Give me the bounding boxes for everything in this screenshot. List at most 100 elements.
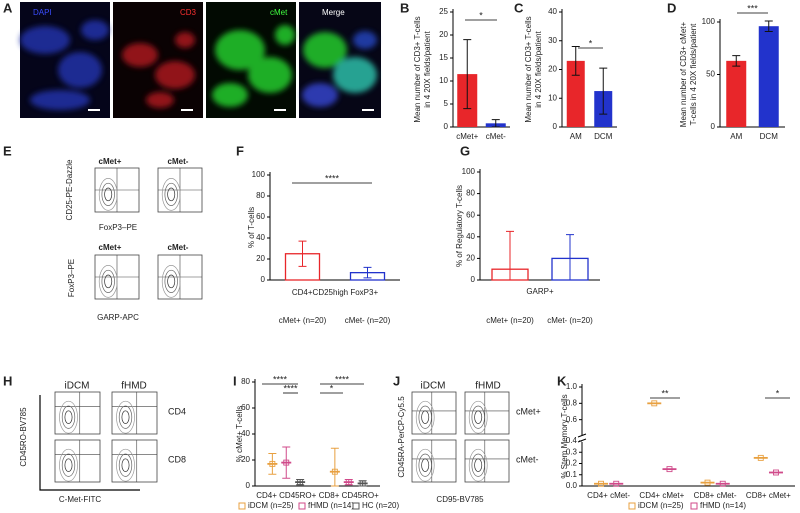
- error-bar: [764, 20, 773, 32]
- y-tick-label: 1.0: [566, 382, 578, 391]
- y-tick-label: 40: [241, 429, 250, 438]
- point-marker: [757, 454, 764, 461]
- density-contour: [161, 178, 181, 211]
- y-axis-label: % cMet+ T-cells: [235, 406, 244, 463]
- density-contour: [471, 453, 485, 477]
- panel-letter: H: [3, 373, 12, 388]
- y-tick-label: 80: [256, 191, 265, 200]
- y-tick-label: 20: [466, 254, 475, 263]
- y-tick-label: 40: [548, 7, 557, 16]
- axis-label: CD95-BV785: [436, 495, 484, 504]
- density-contour: [116, 400, 135, 434]
- legend-label: iDCM (n=25): [638, 501, 684, 510]
- error-bar: [330, 447, 339, 487]
- y-tick-label: 20: [439, 30, 448, 39]
- axis-label: FoxP3–PE: [99, 223, 137, 232]
- y-tick-label: 5: [444, 99, 449, 108]
- axis-label: FoxP3–PE: [67, 259, 76, 297]
- density-contour: [418, 405, 432, 429]
- x-tick-label: DCM: [760, 132, 779, 141]
- point-marker: [283, 459, 290, 466]
- density-contour: [121, 410, 130, 424]
- panel-letter: D: [667, 0, 676, 15]
- y-tick-label: 0.1: [566, 470, 578, 479]
- y-axis-label: in 4 20X fields/patient: [423, 30, 432, 107]
- y-tick-label: 100: [252, 170, 266, 179]
- y-tick-label: 60: [256, 212, 265, 221]
- density-contour: [101, 269, 115, 293]
- density-contour: [98, 265, 118, 298]
- x-tick-label: cMet+: [456, 132, 478, 141]
- axis-arrow: [39, 395, 140, 491]
- y-tick-label: 0.4: [566, 436, 578, 445]
- point-marker: [773, 469, 779, 476]
- channel-label: CD3: [180, 8, 197, 17]
- x-tick-label: CD8+ cMet+: [746, 491, 791, 500]
- micrograph-merge: [299, 2, 381, 118]
- y-tick-label: 0.2: [566, 459, 578, 468]
- x-tick-label: DCM: [594, 132, 613, 141]
- y-tick-label: 0: [246, 481, 251, 490]
- density-contour: [61, 405, 76, 429]
- channel-label: DAPI: [33, 8, 52, 17]
- error-bar: [571, 46, 580, 76]
- y-tick-label: 0: [261, 275, 266, 284]
- column-label: iDCM: [65, 381, 90, 392]
- density-contour: [101, 182, 115, 206]
- row-label: CD4: [168, 406, 186, 416]
- legend-label: fHMD (n=14): [308, 501, 354, 510]
- axis-label: CD45RO-BV785: [19, 407, 28, 467]
- y-tick-label: 30: [548, 36, 557, 45]
- density-contour: [421, 410, 430, 424]
- legend-label: iDCM (n=25): [248, 501, 294, 510]
- panel-letter: E: [3, 143, 12, 158]
- y-tick-label: 10: [548, 93, 557, 102]
- panel-letter: C: [514, 0, 524, 15]
- density-contour: [59, 400, 78, 434]
- y-axis-label: % Stem Memory T-cells: [560, 394, 569, 478]
- y-tick-label: 20: [256, 254, 265, 263]
- legend-label: fHMD (n=14): [700, 501, 746, 510]
- point-marker: [719, 480, 726, 487]
- panel-letter: G: [460, 143, 470, 158]
- point-marker: [598, 480, 604, 487]
- axis-label: CD25-PE-Dazzle: [65, 159, 74, 220]
- panel-letter: K: [557, 373, 567, 388]
- x-tick-label: CD4+ cMet-: [587, 491, 630, 500]
- bar: [726, 60, 747, 127]
- y-axis-label: % of Regulatory T-cells: [455, 185, 464, 267]
- density-contour: [118, 405, 133, 429]
- point-marker: [297, 479, 304, 486]
- density-contour: [474, 458, 483, 472]
- y-tick-label: 0: [444, 122, 449, 131]
- point-marker: [345, 479, 352, 486]
- x-tick-label: cMet+ (n=20): [486, 316, 534, 325]
- significance-label: *: [479, 10, 483, 20]
- x-tick-label: CD4+ cMet+: [639, 491, 684, 500]
- density-contour: [474, 410, 483, 424]
- x-tick-label: CD8+ cMet-: [694, 491, 737, 500]
- x-tick-label: AM: [730, 132, 742, 141]
- density-contour: [164, 269, 178, 293]
- x-tick-label: CD4+ CD45RO+: [256, 491, 316, 500]
- panel-letter: B: [400, 0, 409, 15]
- legend-label: HC (n=20): [362, 501, 399, 510]
- row-label: cMet-: [516, 454, 539, 464]
- density-contour: [104, 187, 113, 202]
- significance-label: **: [661, 388, 669, 398]
- error-bar: [732, 55, 741, 67]
- y-tick-label: 0.6: [566, 415, 578, 424]
- row-label: cMet+: [516, 406, 541, 416]
- y-tick-label: 0.0: [566, 481, 578, 490]
- significance-label: ****: [325, 173, 340, 183]
- significance-label: ****: [273, 374, 288, 384]
- x-axis-label: GARP+: [526, 287, 554, 296]
- y-tick-label: 100: [702, 17, 716, 26]
- x-tick-label: cMet-: [486, 132, 506, 141]
- density-contour: [116, 448, 135, 482]
- panel-letter: F: [236, 143, 244, 158]
- legend-swatch: [238, 502, 246, 510]
- point-marker: [651, 400, 658, 407]
- significance-label: *: [776, 388, 780, 398]
- significance-label: ***: [747, 3, 758, 13]
